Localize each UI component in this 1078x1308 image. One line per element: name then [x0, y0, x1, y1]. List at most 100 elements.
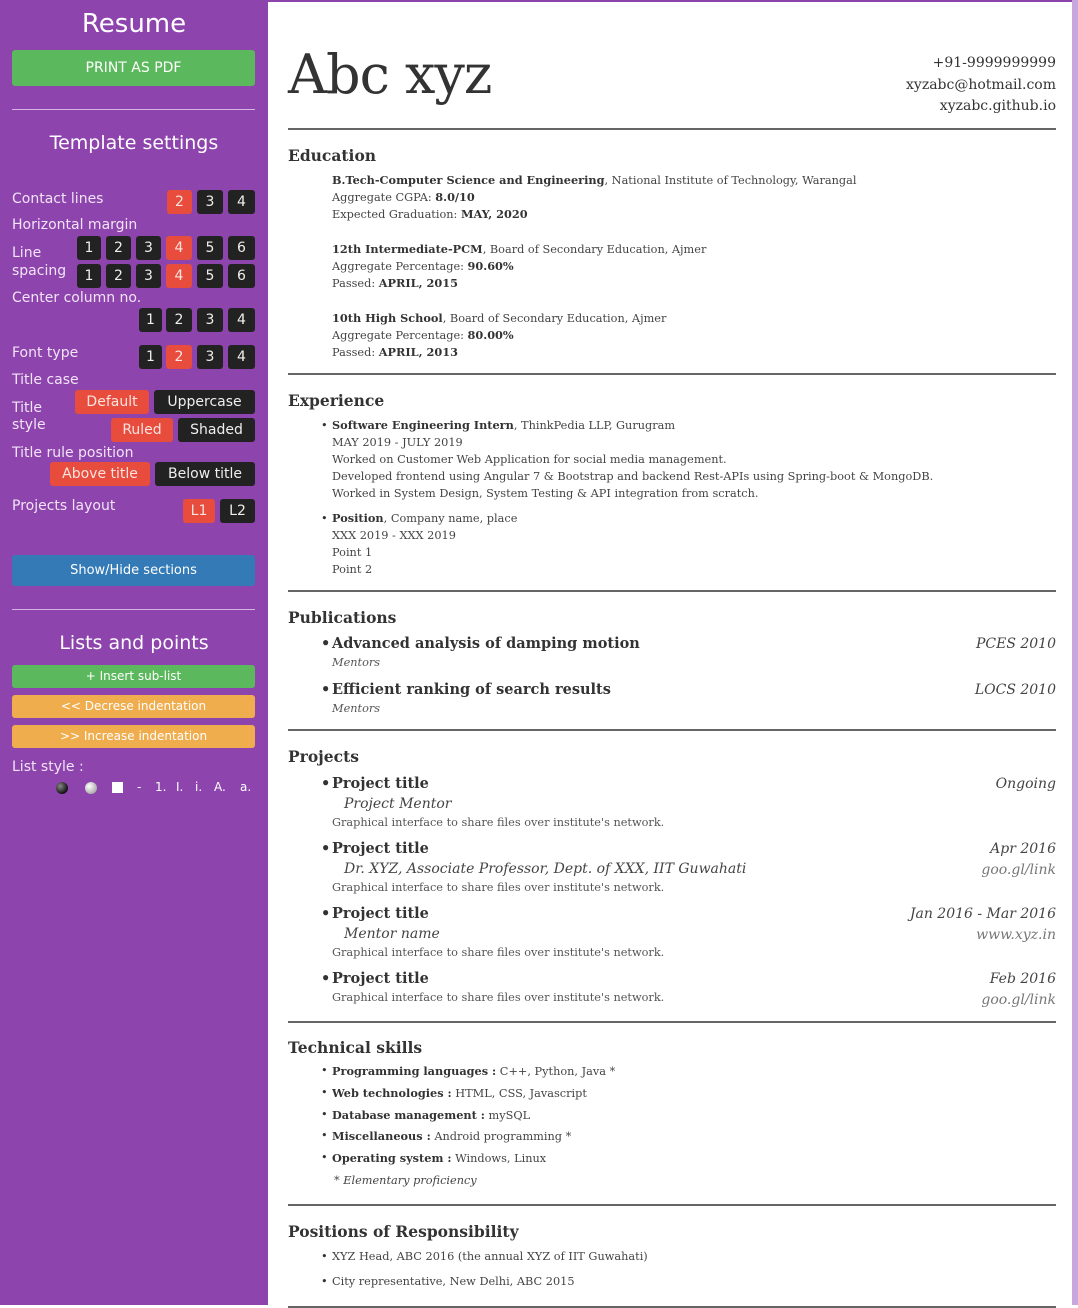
spacing-1[interactable]: 1	[77, 264, 101, 288]
list-style-label: List style :	[12, 759, 84, 775]
project-link[interactable]: goo.gl/link	[981, 862, 1056, 878]
line-spacing-label-2: spacing	[12, 263, 67, 279]
projects-layout-l2[interactable]: L2	[220, 499, 255, 523]
section-title[interactable]: Publications	[288, 608, 397, 627]
top-border	[268, 0, 1078, 2]
projects-layout-l1[interactable]: L1	[183, 499, 215, 523]
contact-lines-4[interactable]: 4	[228, 190, 255, 214]
show-hide-sections-button[interactable]: Show/Hide sections	[12, 555, 255, 586]
contact-lines-3[interactable]: 3	[197, 190, 223, 214]
title-style-ruled[interactable]: Ruled	[111, 418, 173, 442]
title-case-label: Title case	[12, 372, 79, 388]
center-col-4[interactable]: 4	[228, 308, 255, 332]
margin-2[interactable]: 2	[106, 236, 131, 260]
template-settings-heading: Template settings	[49, 132, 219, 154]
spacing-4[interactable]: 4	[166, 264, 192, 288]
education-section: Education B.Tech-Computer Science and En…	[288, 130, 1056, 373]
candidate-name[interactable]: Abc xyz	[288, 43, 492, 106]
education-entry[interactable]: 12th Intermediate-PCM, Board of Secondar…	[332, 242, 707, 290]
title-case-default[interactable]: Default	[75, 390, 149, 414]
publications-section: Publications Advanced analysis of dampin…	[288, 592, 1056, 729]
section-rule	[288, 590, 1056, 592]
contact-lines-2[interactable]: 2	[167, 190, 192, 214]
resume-header: Abc xyz +91-9999999999 xyzabc@hotmail.co…	[288, 0, 1056, 128]
project-link[interactable]: www.xyz.in	[976, 927, 1056, 943]
lower-alpha-style[interactable]: a.	[240, 780, 252, 794]
projects-layout-label: Projects layout	[12, 498, 116, 514]
lists-heading: Lists and points	[59, 632, 209, 654]
education-entry[interactable]: B.Tech-Computer Science and Engineering,…	[332, 173, 857, 221]
margin-3[interactable]: 3	[136, 236, 161, 260]
settings-sidebar: Resume PRINT AS PDF Template settings Co…	[0, 0, 268, 1305]
font-type-3[interactable]: 3	[197, 345, 223, 369]
section-title[interactable]: Technical skills	[288, 1038, 423, 1057]
rule-below-title[interactable]: Below title	[155, 462, 255, 486]
responsibility-section: Positions of Responsibility XYZ Head, AB…	[288, 1206, 1056, 1306]
upper-alpha-style[interactable]: A.	[214, 780, 226, 794]
dark-disc-style-icon[interactable]	[56, 782, 68, 794]
decimal-style[interactable]: 1.	[155, 780, 167, 794]
page-scrollbar[interactable]	[1072, 0, 1078, 1305]
font-type-label: Font type	[12, 345, 79, 361]
skills-section: Technical skills Programming languages :…	[288, 1023, 1056, 1204]
font-type-2[interactable]: 2	[166, 345, 192, 369]
section-rule	[288, 729, 1056, 731]
contact-info: +91-9999999999 xyzabc@hotmail.com xyzabc…	[906, 53, 1056, 118]
font-type-1[interactable]: 1	[139, 345, 162, 369]
skills-list[interactable]: Programming languages : C++, Python, Jav…	[288, 1061, 1056, 1170]
print-pdf-button[interactable]: PRINT AS PDF	[12, 50, 255, 86]
font-type-4[interactable]: 4	[228, 345, 255, 369]
light-disc-style-icon[interactable]	[85, 782, 97, 794]
title-style-label-1: Title	[12, 400, 43, 416]
square-style-icon[interactable]	[112, 782, 123, 793]
project-link[interactable]: goo.gl/link	[981, 992, 1056, 1008]
margin-5[interactable]: 5	[197, 236, 223, 260]
section-title[interactable]: Experience	[288, 391, 385, 410]
experience-section: Experience Software Engineering Intern, …	[288, 375, 1056, 590]
publication-item[interactable]: Efficient ranking of search resultsLOCS …	[288, 680, 1056, 717]
spacing-2[interactable]: 2	[106, 264, 131, 288]
section-title[interactable]: Education	[288, 146, 377, 165]
center-col-1[interactable]: 1	[139, 308, 162, 332]
publication-item[interactable]: Advanced analysis of damping motionPCES …	[288, 634, 1056, 671]
phone[interactable]: +91-9999999999	[932, 55, 1056, 71]
contact-lines-label: Contact lines	[12, 191, 104, 207]
upper-roman-style[interactable]: I.	[176, 780, 184, 794]
line-spacing-label-1: Line	[12, 245, 42, 261]
spacing-3[interactable]: 3	[136, 264, 161, 288]
responsibility-list[interactable]: XYZ Head, ABC 2016 (the annual XYZ of II…	[288, 1244, 1056, 1294]
center-col-3[interactable]: 3	[197, 308, 223, 332]
spacing-6[interactable]: 6	[228, 264, 255, 288]
section-rule	[288, 1021, 1056, 1023]
decrease-indent-button[interactable]: << Decrese indentation	[12, 695, 255, 718]
dash-style[interactable]: -	[137, 780, 142, 794]
section-rule	[288, 373, 1056, 375]
spacing-5[interactable]: 5	[197, 264, 223, 288]
title-style-label-2: style	[12, 417, 46, 433]
section-rule	[288, 1305, 1056, 1308]
email[interactable]: xyzabc@hotmail.com	[906, 76, 1056, 93]
center-col-2[interactable]: 2	[166, 308, 192, 332]
section-title[interactable]: Positions of Responsibility	[288, 1221, 519, 1241]
experience-entry[interactable]: Software Engineering Intern, ThinkPedia …	[288, 417, 1056, 502]
lower-roman-style[interactable]: i.	[195, 780, 203, 794]
insert-sublist-button[interactable]: + Insert sub-list	[12, 665, 255, 688]
margin-6[interactable]: 6	[228, 236, 255, 260]
divider	[12, 609, 255, 610]
section-rule	[288, 1203, 1056, 1206]
divider	[12, 109, 255, 110]
section-title[interactable]: Projects	[288, 747, 359, 766]
margin-4[interactable]: 4	[166, 236, 192, 260]
margin-1[interactable]: 1	[77, 236, 101, 260]
website[interactable]: xyzabc.github.io	[939, 98, 1056, 114]
education-entry[interactable]: 10th High School, Board of Secondary Edu…	[332, 311, 667, 359]
increase-indent-button[interactable]: >> Increase indentation	[12, 725, 255, 748]
title-case-uppercase[interactable]: Uppercase	[154, 390, 255, 414]
title-style-shaded[interactable]: Shaded	[178, 418, 255, 442]
rule-above-title[interactable]: Above title	[50, 462, 150, 486]
